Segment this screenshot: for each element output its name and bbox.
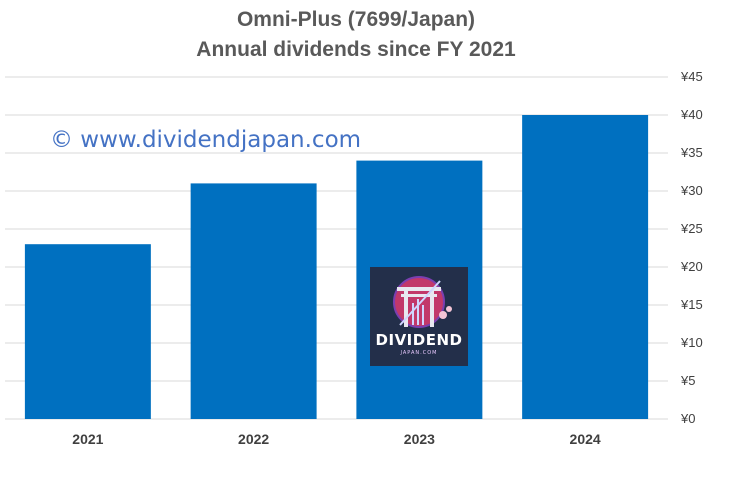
y-tick-label: ¥40 <box>680 107 703 122</box>
x-tick-label: 2024 <box>570 431 601 447</box>
y-tick-label: ¥0 <box>680 411 695 426</box>
y-tick-label: ¥45 <box>680 69 703 84</box>
bar-2021 <box>24 244 151 419</box>
y-tick-label: ¥20 <box>680 259 703 274</box>
y-tick-label: ¥10 <box>680 335 703 350</box>
y-axis: ¥0 ¥5 ¥10 ¥15 ¥20 ¥25 ¥30 ¥35 ¥40 ¥45 <box>680 69 703 426</box>
x-tick-label: 2023 <box>404 431 435 447</box>
bar-2022 <box>190 183 317 419</box>
x-tick-label: 2022 <box>238 431 269 447</box>
watermark-text: © www.dividendjapan.com <box>50 127 361 153</box>
x-tick-label: 2021 <box>72 431 103 447</box>
y-tick-label: ¥30 <box>680 183 703 198</box>
x-axis: 2021 2022 2023 2024 <box>72 431 601 447</box>
chart-title: Omni-Plus (7699/Japan) <box>237 8 475 31</box>
chart-subtitle: Annual dividends since FY 2021 <box>196 38 516 61</box>
logo-word: DIVIDEND <box>376 331 463 349</box>
bar-2024 <box>522 115 649 419</box>
logo-sub: JAPAN.COM <box>400 350 438 356</box>
y-tick-label: ¥5 <box>680 373 695 388</box>
y-tick-label: ¥15 <box>680 297 703 312</box>
y-tick-label: ¥25 <box>680 221 703 236</box>
dividend-japan-logo: DIVIDEND JAPAN.COM <box>370 267 468 366</box>
y-tick-label: ¥35 <box>680 145 703 160</box>
